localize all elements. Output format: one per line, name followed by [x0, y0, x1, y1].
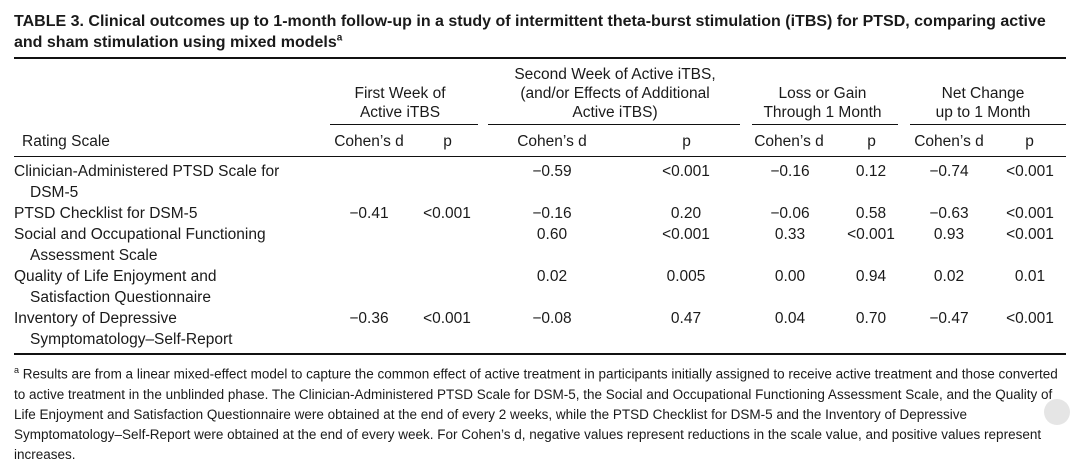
header-p-4: p	[1025, 133, 1034, 150]
table-cell: 0.93	[933, 226, 965, 243]
footnote-text: Results are from a linear mixed-effect m…	[14, 366, 1058, 462]
table-cell: −0.74	[929, 163, 969, 180]
table-footnote: a Results are from a linear mixed-effect…	[14, 360, 1066, 465]
table-cell: 0.01	[1014, 268, 1046, 285]
table-cell: 0.02	[933, 268, 965, 285]
header-p-3: p	[867, 133, 876, 150]
footnote-marker: a	[14, 365, 20, 375]
table-cell: −0.16	[532, 205, 572, 222]
table-row-label: Clinician-Administered PTSD Scale for DS…	[14, 163, 280, 201]
table-cell: 0.60	[536, 226, 568, 243]
header-cohens-d-2: Cohen’s d	[517, 133, 587, 150]
header-p-1: p	[443, 133, 452, 150]
table-cell: 0.00	[774, 268, 806, 285]
spanner-rule-loss-gain	[752, 124, 898, 125]
header-group-net-change: Net Change up to 1 Month	[935, 85, 1031, 121]
table-cell: <0.001	[1006, 205, 1054, 222]
table-cell: −0.08	[532, 310, 572, 327]
header-p-2: p	[682, 133, 691, 150]
table-cell: 0.33	[774, 226, 806, 243]
table-cell: 0.47	[670, 310, 702, 327]
header-rule	[14, 156, 1066, 157]
table-cell: 0.70	[855, 310, 887, 327]
table-cell: 0.005	[666, 268, 706, 285]
table-caption: TABLE 3. Clinical outcomes up to 1-month…	[14, 11, 1074, 53]
header-cohens-d-4: Cohen’s d	[914, 133, 984, 150]
table-cell: −0.47	[929, 310, 969, 327]
table-cell: −0.59	[532, 163, 572, 180]
table-cell: <0.001	[423, 205, 471, 222]
table-cell: −0.63	[929, 205, 969, 222]
spanner-rule-first-week	[330, 124, 478, 125]
table-cell: −0.41	[349, 205, 389, 222]
caption-footnote-marker: a	[336, 32, 343, 44]
bottom-rule	[14, 353, 1066, 355]
table-cell: <0.001	[847, 226, 895, 243]
header-cohens-d-1: Cohen’s d	[334, 133, 404, 150]
table-row-label: Social and Occupational Functioning Asse…	[14, 226, 266, 264]
table-cell: 0.02	[536, 268, 568, 285]
header-rating-scale: Rating Scale	[22, 133, 110, 150]
table-cell: <0.001	[1006, 226, 1054, 243]
table-cell: −0.06	[770, 205, 810, 222]
table-cell: 0.20	[670, 205, 702, 222]
header-group-first-week: First Week of Active iTBS	[354, 85, 446, 121]
table-row-label: Inventory of Depressive Symptomatology–S…	[14, 310, 233, 348]
table-row-label: PTSD Checklist for DSM-5	[14, 205, 198, 222]
table-cell: <0.001	[1006, 163, 1054, 180]
header-group-second-week: Second Week of Active iTBS, (and/or Effe…	[514, 66, 716, 121]
caption-text: Clinical outcomes up to 1-month follow-u…	[14, 13, 1046, 51]
watermark-logo	[1044, 399, 1070, 425]
table-cell: <0.001	[423, 310, 471, 327]
spanner-rule-net-change	[910, 124, 1066, 125]
table-cell: <0.001	[1006, 310, 1054, 327]
table-cell: 0.04	[774, 310, 806, 327]
table-cell: <0.001	[662, 226, 710, 243]
spanner-rule-second-week	[488, 124, 740, 125]
table-row-label: Quality of Life Enjoyment and Satisfacti…	[14, 268, 217, 306]
header-group-loss-gain: Loss or Gain Through 1 Month	[763, 85, 882, 121]
table-cell: −0.16	[770, 163, 810, 180]
table-cell: 0.94	[855, 268, 887, 285]
header-cohens-d-3: Cohen’s d	[754, 133, 824, 150]
table-cell: 0.12	[855, 163, 887, 180]
top-rule	[14, 57, 1066, 59]
table-cell: 0.58	[855, 205, 887, 222]
caption-label: TABLE 3.	[14, 13, 84, 30]
table-cell: <0.001	[662, 163, 710, 180]
table-cell: −0.36	[349, 310, 389, 327]
